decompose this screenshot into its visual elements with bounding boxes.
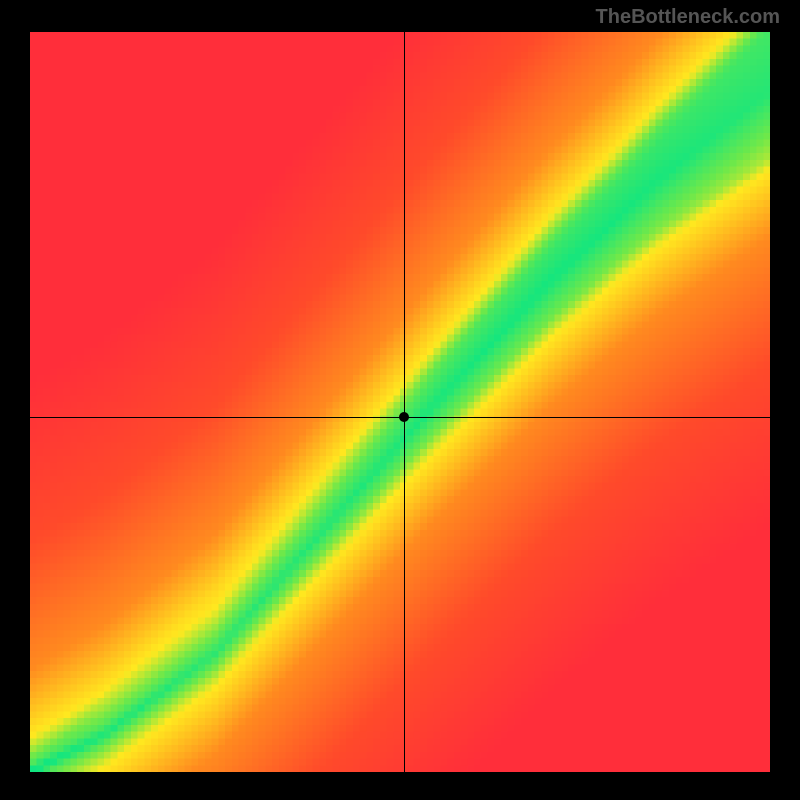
watermark-text: TheBottleneck.com	[596, 6, 780, 29]
chart-container: TheBottleneck.com	[0, 0, 800, 800]
crosshair-vertical	[404, 32, 405, 772]
crosshair-marker	[399, 412, 409, 422]
heatmap-plot	[30, 32, 770, 772]
heatmap-canvas	[30, 32, 770, 772]
